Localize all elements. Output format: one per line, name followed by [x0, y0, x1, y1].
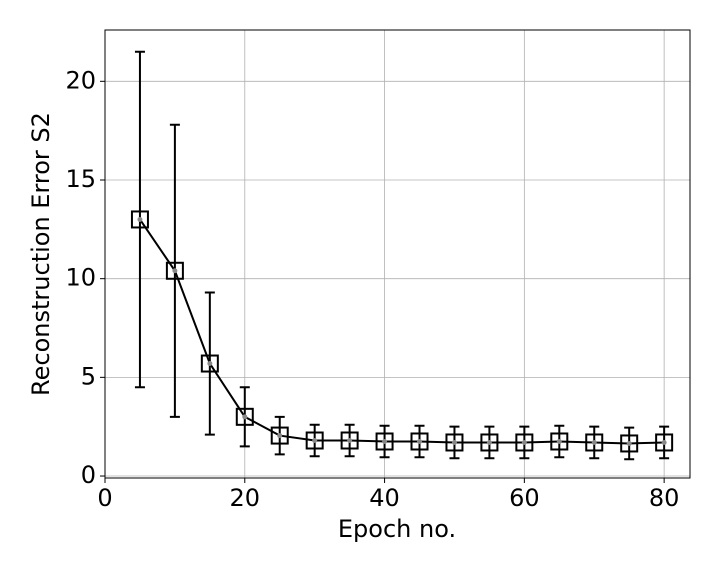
marker: [235, 407, 254, 426]
marker: [655, 433, 674, 452]
x-axis-label: Epoch no.: [338, 515, 456, 543]
marker-dot: [556, 438, 562, 444]
marker-dot: [591, 439, 597, 445]
marker: [270, 426, 289, 445]
marker: [445, 433, 464, 452]
x-tick-label: 80: [649, 484, 680, 512]
marker: [305, 431, 324, 450]
marker-dot: [347, 438, 353, 444]
y-tick-label: 15: [65, 165, 96, 193]
marker: [165, 261, 184, 280]
y-tick-label: 10: [65, 264, 96, 292]
marker-dot: [486, 439, 492, 445]
x-tick-label: 40: [369, 484, 400, 512]
x-tick-label: 20: [230, 484, 261, 512]
marker-dot: [207, 361, 213, 367]
x-tick-label: 60: [509, 484, 540, 512]
marker-dot: [521, 439, 527, 445]
marker-dot: [661, 439, 667, 445]
marker: [585, 433, 604, 452]
marker: [130, 210, 149, 229]
marker-dot: [451, 439, 457, 445]
marker-dot: [417, 438, 423, 444]
marker: [480, 433, 499, 452]
marker: [410, 432, 429, 451]
marker: [340, 431, 359, 450]
marker-dot: [242, 414, 248, 420]
marker-dot: [626, 440, 632, 446]
x-tick-label: 0: [97, 484, 112, 512]
marker: [200, 354, 219, 373]
line: [139, 218, 665, 445]
marker: [550, 432, 569, 451]
marker: [515, 433, 534, 452]
marker: [620, 434, 639, 453]
marker-dot: [277, 433, 283, 439]
marker-dot: [137, 216, 143, 222]
y-tick-label: 20: [65, 66, 96, 94]
marker: [375, 432, 394, 451]
plot-frame: [104, 29, 691, 479]
marker-dot: [312, 438, 318, 444]
y-tick-label: 0: [81, 461, 96, 489]
y-axis-label: Reconstruction Error S2: [27, 112, 55, 396]
y-tick-label: 5: [81, 362, 96, 390]
marker-dot: [172, 268, 178, 274]
marker-dot: [382, 438, 388, 444]
